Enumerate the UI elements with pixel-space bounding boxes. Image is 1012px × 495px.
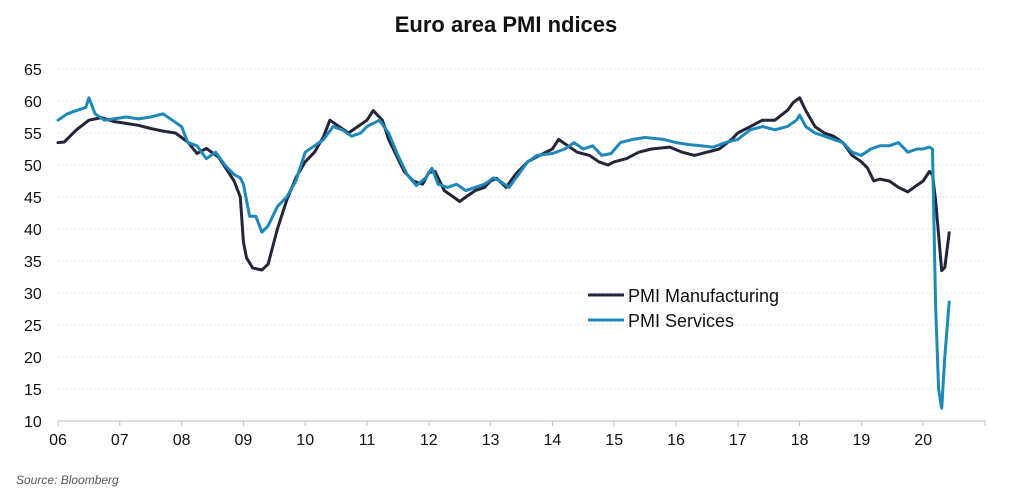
x-tick-label: 10	[296, 432, 314, 449]
y-tick-label: 60	[24, 94, 42, 111]
x-tick-label: 16	[667, 432, 685, 449]
x-tick-label: 20	[914, 432, 932, 449]
x-tick-label: 09	[235, 432, 253, 449]
y-tick-label: 65	[24, 62, 42, 79]
y-axis: 10 15 20 25 30 35 40 45 50 55 60 65	[24, 62, 42, 431]
y-tick-label: 35	[24, 254, 42, 271]
x-tick-label: 07	[111, 432, 129, 449]
x-tick-label: 18	[791, 432, 809, 449]
series-line-pmi-services	[56, 96, 951, 410]
x-tick-label: 13	[482, 432, 500, 449]
x-tick-label: 17	[729, 432, 747, 449]
y-tick-label: 40	[24, 222, 42, 239]
x-tick-label: 14	[544, 432, 562, 449]
gridlines	[58, 68, 985, 390]
x-axis	[57, 420, 986, 426]
x-tick-label: 12	[420, 432, 438, 449]
y-tick-label: 45	[24, 190, 42, 207]
y-tick-label: 10	[24, 414, 42, 431]
legend-label: PMI Manufacturing	[628, 286, 779, 306]
y-tick-label: 30	[24, 286, 42, 303]
x-tick-label: 19	[853, 432, 871, 449]
series-line-pmi-manufacturing	[56, 96, 951, 273]
y-tick-label: 15	[24, 382, 42, 399]
x-tick-label: 11	[359, 432, 376, 449]
legend-label: PMI Services	[628, 311, 734, 331]
y-tick-label: 20	[24, 350, 42, 367]
series-lines	[56, 96, 951, 410]
chart-title: Euro area PMI ndices	[394, 12, 618, 37]
y-tick-label: 25	[24, 318, 42, 335]
y-tick-label: 50	[24, 158, 42, 175]
x-tick-label: 15	[605, 432, 623, 449]
x-tick-label: 08	[173, 432, 191, 449]
y-tick-label: 55	[24, 126, 42, 143]
source-note: Source: Bloomberg	[16, 473, 119, 487]
legend: PMI Manufacturing PMI Services	[588, 286, 779, 331]
x-tick-labels: 06 07 08 09 10 11 12 13 14 15 16 17 18 19 20	[49, 432, 932, 449]
x-tick-label: 06	[49, 432, 67, 449]
